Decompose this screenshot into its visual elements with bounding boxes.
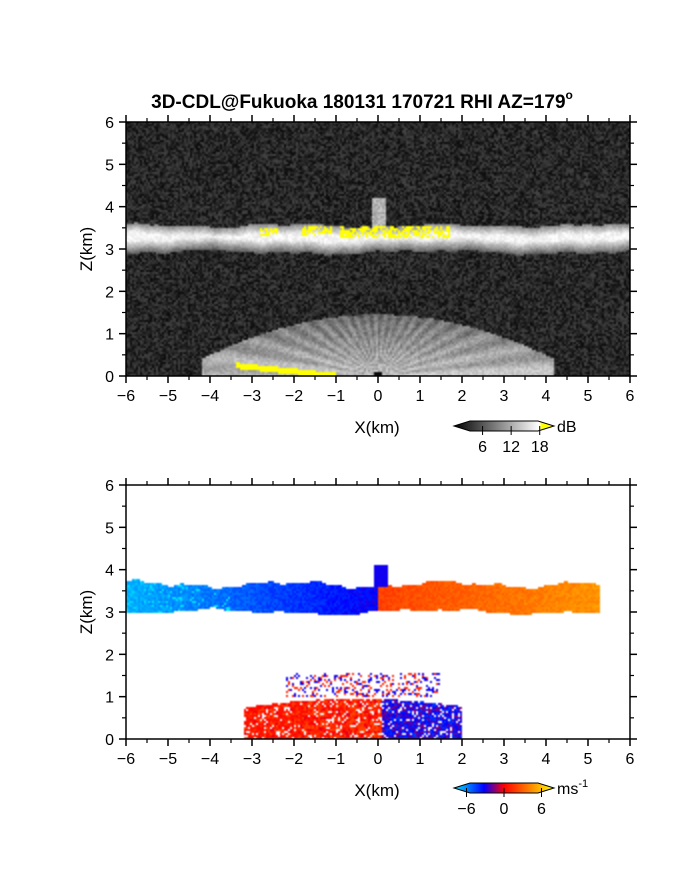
x-tick-label: −1: [327, 751, 345, 768]
x-tick-label: 3: [500, 751, 509, 768]
y-tick-label: 2: [105, 647, 114, 664]
y-tick-label: 6: [105, 478, 114, 495]
velocity-axes: −6 −5 −4 −3 −2 −1 0 1 2 3 4 5 6 0 1 2 3 4 5 6: [105, 478, 637, 768]
reflectivity-colorbar: 6 12 18 dB: [452, 419, 577, 456]
x-tick-label: 2: [458, 388, 467, 405]
velocity-panel: −6 −5 −4 −3 −2 −1 0 1 2 3 4 5 6 0 1 2 3 4 5 6 X(km) Z(km) −…: [77, 478, 637, 818]
reflectivity-ylabel: Z(km): [77, 227, 96, 271]
x-tick-label: 2: [458, 751, 467, 768]
x-tick-label: −3: [243, 751, 261, 768]
colorbar-tick-label: 6: [478, 439, 487, 456]
figure-title: 3D-CDL@Fukuoka 180131 170721 RHI AZ=179o: [151, 88, 573, 113]
x-tick-label: −6: [117, 751, 135, 768]
x-tick-label: 1: [416, 751, 425, 768]
x-tick-label: 5: [584, 388, 593, 405]
y-tick-label: 1: [105, 327, 114, 344]
velocity-heatmap: [126, 485, 630, 739]
x-tick-label: −4: [201, 751, 219, 768]
x-tick-label: −1: [327, 388, 345, 405]
y-tick-label: 3: [105, 605, 114, 622]
y-tick-label: 5: [105, 520, 114, 537]
velocity-xlabel: X(km): [354, 781, 399, 800]
colorbar-tick-label: 0: [500, 801, 509, 818]
x-tick-label: 4: [542, 388, 551, 405]
x-tick-label: 6: [626, 751, 635, 768]
x-tick-label: −6: [117, 388, 135, 405]
x-tick-label: 3: [500, 388, 509, 405]
reflectivity-xlabel: X(km): [354, 418, 399, 437]
colorbar-tick-label: −6: [457, 801, 475, 818]
velocity-colorbar: −6 0 6 ms-1: [452, 778, 588, 818]
x-tick-label: −5: [159, 388, 177, 405]
y-tick-label: 4: [105, 563, 114, 580]
reflectivity-axes: −6 −5 −4 −3 −2 −1 0 1 2 3 4 5 6 0 1 2 3 4 5 6: [105, 115, 637, 405]
y-tick-label: 6: [105, 115, 114, 132]
x-tick-label: 0: [374, 751, 383, 768]
colorbar-tick-label: 12: [502, 439, 520, 456]
y-tick-label: 2: [105, 284, 114, 301]
y-tick-label: 5: [105, 157, 114, 174]
x-tick-label: −2: [285, 751, 303, 768]
reflectivity-colorbar-ticks: 6 12 18: [478, 426, 549, 456]
x-tick-label: −2: [285, 388, 303, 405]
y-tick-label: 4: [105, 200, 114, 217]
y-tick-label: 3: [105, 242, 114, 259]
x-tick-label: −5: [159, 751, 177, 768]
colorbar-unit: ms-1: [557, 778, 588, 798]
y-tick-label: 1: [105, 690, 114, 707]
reflectivity-heatmap: [126, 122, 630, 376]
velocity-colorbar-ticks: −6 0 6: [457, 788, 546, 818]
y-tick-label: 0: [105, 369, 114, 386]
velocity-ylabel: Z(km): [77, 590, 96, 634]
colorbar-tick-label: 6: [537, 801, 546, 818]
colorbar-body: [452, 420, 556, 432]
x-tick-label: −3: [243, 388, 261, 405]
x-tick-label: 1: [416, 388, 425, 405]
colorbar-tick-label: 18: [531, 439, 549, 456]
colorbar-unit: dB: [557, 419, 577, 436]
x-tick-label: 6: [626, 388, 635, 405]
y-tick-label: 0: [105, 732, 114, 749]
x-tick-label: 0: [374, 388, 383, 405]
x-tick-label: 4: [542, 751, 551, 768]
x-tick-label: 5: [584, 751, 593, 768]
x-tick-label: −4: [201, 388, 219, 405]
